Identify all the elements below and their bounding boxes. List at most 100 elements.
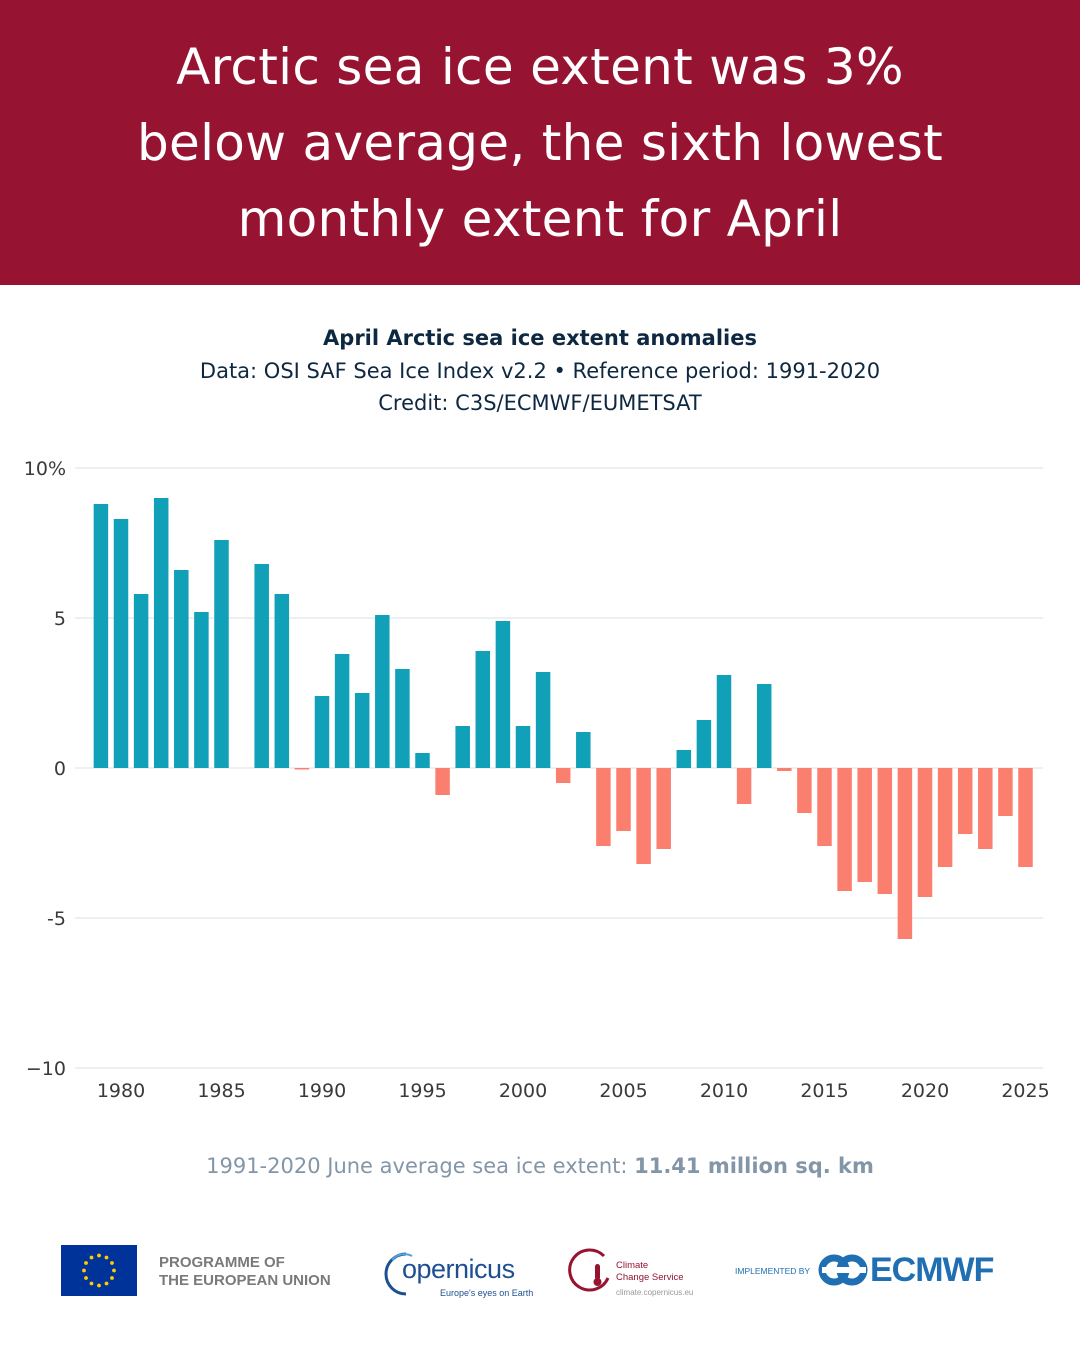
average-extent-value: 11.41 million sq. km — [634, 1154, 874, 1178]
y-tick-label: 0 — [54, 758, 66, 780]
eu-programme-text: PROGRAMME OF THE EUROPEAN UNION — [159, 1254, 331, 1290]
bar-1989 — [294, 768, 310, 770]
bar-1995 — [415, 753, 430, 768]
bar-2004 — [596, 768, 611, 846]
bar-1990 — [314, 696, 330, 768]
climate-change-service-logo-icon — [568, 1248, 610, 1292]
bar-1979 — [93, 504, 109, 768]
x-tick-label: 2015 — [800, 1080, 848, 1102]
headline: Arctic sea ice extent was 3% below avera… — [90, 29, 990, 257]
bar-2003 — [576, 732, 591, 768]
bar-1984 — [194, 612, 209, 768]
headline-line-2: below average, the sixth lowest — [136, 113, 943, 172]
x-tick-label: 1985 — [197, 1080, 245, 1102]
y-tick-label: -5 — [47, 908, 66, 930]
headline-line-1: Arctic sea ice extent was 3% — [176, 37, 904, 96]
x-tick-label: 2000 — [499, 1080, 547, 1102]
bar-2001 — [535, 672, 551, 768]
c3s-url: climate.copernicus.eu — [616, 1288, 694, 1297]
eu-star-icon — [89, 1255, 94, 1260]
bar-2016 — [837, 768, 852, 891]
x-tick-label: 1990 — [298, 1080, 346, 1102]
ecmwf-wordmark: ECMWF — [870, 1251, 994, 1289]
bar-1992 — [354, 693, 370, 768]
headline-banner: Arctic sea ice extent was 3% below avera… — [0, 0, 1080, 285]
bar-2017 — [857, 768, 872, 882]
bar-2023 — [978, 768, 993, 849]
bar-2024 — [998, 768, 1013, 816]
bar-2006 — [636, 768, 651, 864]
eu-star-icon — [89, 1281, 94, 1286]
eu-star-icon — [97, 1283, 101, 1288]
bar-2021 — [937, 768, 953, 867]
bar-2011 — [736, 768, 752, 804]
bar-2012 — [756, 684, 772, 768]
bar-2002 — [555, 768, 571, 783]
eu-star-icon — [104, 1281, 109, 1286]
chart-credit: Credit: C3S/ECMWF/EUMETSAT — [378, 391, 702, 415]
bar-2007 — [656, 768, 671, 849]
bar-1988 — [274, 594, 290, 768]
x-tick-label: 2010 — [700, 1080, 748, 1102]
x-tick-label: 1980 — [97, 1080, 145, 1102]
bar-1998 — [475, 651, 491, 768]
bar-2019 — [897, 768, 913, 939]
bar-1996 — [435, 768, 450, 795]
chart-header: April Arctic sea ice extent anomalies Da… — [0, 322, 1080, 419]
average-extent-note: 1991-2020 June average sea ice extent: 1… — [0, 1154, 1080, 1178]
bar-1993 — [375, 615, 390, 768]
c3s-line-2: Change Service — [616, 1272, 684, 1283]
eu-line-1: PROGRAMME OF — [159, 1254, 285, 1271]
bar-1987 — [254, 564, 269, 768]
bar-2014 — [797, 768, 812, 813]
x-tick-label: 2005 — [599, 1080, 647, 1102]
chart-data-source: Data: OSI SAF Sea Ice Index v2.2 • Refer… — [199, 359, 881, 383]
eu-star-icon — [84, 1276, 88, 1280]
x-tick-label: 1995 — [398, 1080, 446, 1102]
bar-1980 — [113, 519, 129, 768]
copernicus-logo-icon — [384, 1252, 413, 1296]
bar-2009 — [696, 720, 712, 768]
bar-1994 — [395, 669, 410, 768]
headline-line-3: monthly extent for April — [237, 189, 843, 248]
bar-1981 — [133, 594, 149, 768]
average-extent-label: 1991-2020 June average sea ice extent: — [206, 1154, 635, 1178]
eu-flag-icon — [61, 1245, 137, 1296]
bar-2008 — [676, 750, 692, 768]
chart-title: April Arctic sea ice extent anomalies — [323, 326, 757, 350]
bar-1997 — [455, 726, 470, 768]
bar-1983 — [174, 570, 189, 768]
bar-2020 — [917, 768, 933, 897]
bar-1985 — [214, 540, 229, 768]
eu-star-icon — [112, 1268, 116, 1273]
eu-star-icon — [110, 1276, 114, 1280]
bar-2005 — [616, 768, 631, 831]
x-tick-label: 2025 — [1001, 1080, 1049, 1102]
bar-2015 — [817, 768, 832, 846]
copernicus-wordmark: opernicus — [402, 1254, 515, 1284]
bar-2022 — [957, 768, 973, 834]
eu-star-icon — [110, 1261, 114, 1265]
x-tick-label: 2020 — [901, 1080, 949, 1102]
bar-1982 — [153, 498, 169, 768]
y-tick-label: 5 — [54, 608, 66, 630]
bar-1999 — [495, 621, 511, 768]
partner-logos: PROGRAMME OF THE EUROPEAN UNION opernicu… — [0, 1240, 1080, 1310]
copernicus-tagline: Europe's eyes on Earth — [440, 1288, 534, 1298]
bar-2010 — [716, 675, 732, 768]
eu-line-2: THE EUROPEAN UNION — [159, 1272, 331, 1289]
eu-star-icon — [104, 1255, 109, 1260]
eu-star-icon — [82, 1268, 86, 1273]
bar-1991 — [334, 654, 350, 768]
bar-2013 — [777, 768, 792, 771]
bar-2018 — [877, 768, 893, 894]
y-tick-label: −10 — [26, 1058, 66, 1080]
c3s-line-1: Climate — [616, 1260, 649, 1271]
anomaly-bar-chart: 10% 5 0 -5 −10 1980 1985 1990 1995 2000 2005 2010 20… — [24, 458, 1050, 1102]
bar-2025 — [1018, 768, 1033, 867]
eu-star-icon — [97, 1253, 101, 1258]
eu-star-icon — [84, 1261, 88, 1265]
c3s-text: Climate Change Service — [616, 1260, 684, 1284]
implemented-by-label: IMPLEMENTED BY — [735, 1266, 811, 1276]
ecmwf-logo-icon — [818, 1254, 868, 1286]
